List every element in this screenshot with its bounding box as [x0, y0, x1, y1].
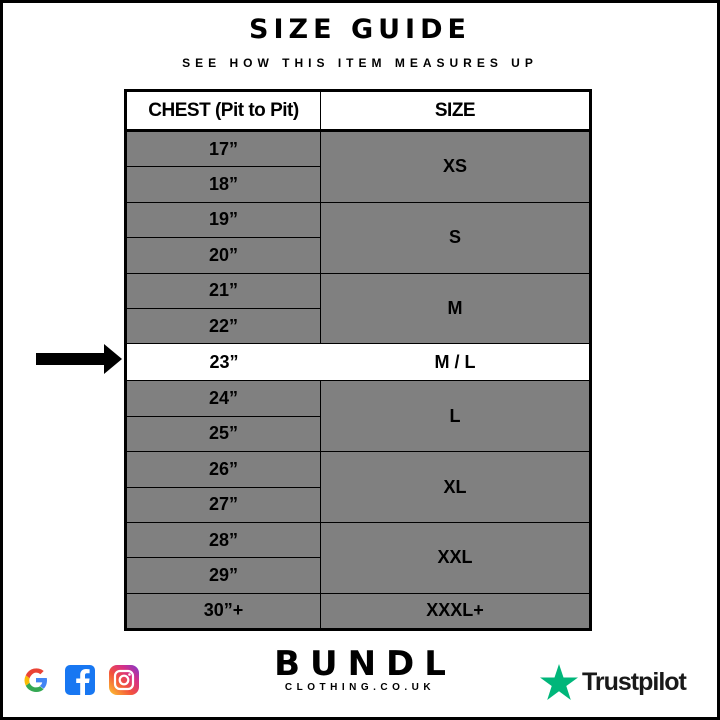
size-cell: XL: [321, 451, 589, 522]
trustpilot-label: Trustpilot: [582, 667, 687, 696]
chest-cell: 24”: [127, 380, 321, 416]
facebook-icon[interactable]: [64, 664, 96, 696]
chest-cell: 19”: [127, 201, 321, 238]
size-cell: L: [321, 380, 589, 451]
size-cell: XXL: [321, 522, 589, 593]
header-chest: CHEST (Pit to Pit): [127, 92, 321, 131]
chest-cell: 26”: [127, 451, 321, 487]
size-cell-highlighted: M / L: [321, 343, 589, 381]
size-cell: S: [321, 201, 589, 273]
header-size: SIZE: [321, 92, 589, 131]
chest-cell: 28”: [127, 522, 321, 558]
size-cell: M: [321, 272, 589, 344]
chest-cell: 18”: [127, 166, 321, 202]
chest-cell: 25”: [127, 415, 321, 452]
page-title: SIZE GUIDE: [249, 14, 471, 45]
brand-website: CLOTHING.CO.UK: [284, 682, 436, 693]
chest-cell: 17”: [127, 131, 321, 167]
chest-cell: 21”: [127, 272, 321, 308]
chest-cell: 30”+: [127, 592, 321, 628]
chest-cell: 20”: [127, 237, 321, 273]
brand-logo: BUNDL CLOTHING.CO.UK: [250, 646, 470, 694]
size-cell: XXXL+: [321, 592, 589, 628]
google-icon[interactable]: [20, 664, 52, 696]
arrow-right-icon: [36, 344, 122, 374]
trustpilot-star-icon: [540, 664, 578, 700]
chest-cell: 22”: [127, 308, 321, 344]
page-subtitle: SEE HOW THIS ITEM MEASURES UP: [182, 56, 538, 70]
social-icons: [20, 664, 140, 696]
size-cell: XS: [321, 131, 589, 202]
chest-cell: 27”: [127, 486, 321, 522]
trustpilot-logo[interactable]: Trustpilot: [540, 664, 687, 700]
brand-name: BUNDL: [274, 644, 456, 684]
chest-cell: 23”: [127, 343, 321, 381]
size-table: CHEST (Pit to Pit) SIZE 17” 18” XS 19” 20” S 21”…: [124, 89, 592, 631]
instagram-icon[interactable]: [108, 664, 140, 696]
chest-cell: 29”: [127, 557, 321, 593]
